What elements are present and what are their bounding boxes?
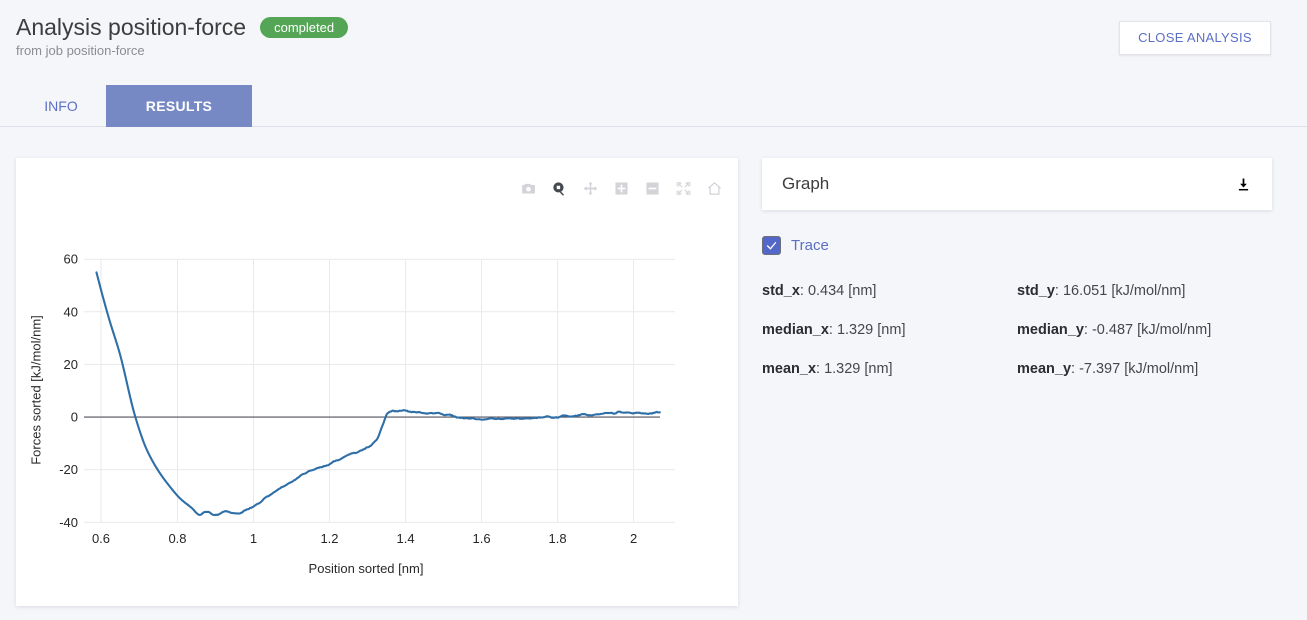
svg-text:2: 2 (630, 531, 637, 546)
svg-text:40: 40 (64, 304, 78, 319)
svg-text:0.8: 0.8 (168, 531, 186, 546)
svg-text:0.6: 0.6 (92, 531, 110, 546)
svg-text:1.8: 1.8 (549, 531, 567, 546)
svg-text:1.4: 1.4 (397, 531, 415, 546)
svg-text:-20: -20 (59, 462, 78, 477)
svg-text:1.2: 1.2 (320, 531, 338, 546)
svg-text:20: 20 (64, 357, 78, 372)
svg-text:-40: -40 (59, 515, 78, 530)
svg-text:0: 0 (71, 410, 78, 425)
svg-text:1.6: 1.6 (473, 531, 491, 546)
svg-text:1: 1 (250, 531, 257, 546)
svg-text:60: 60 (64, 252, 78, 267)
